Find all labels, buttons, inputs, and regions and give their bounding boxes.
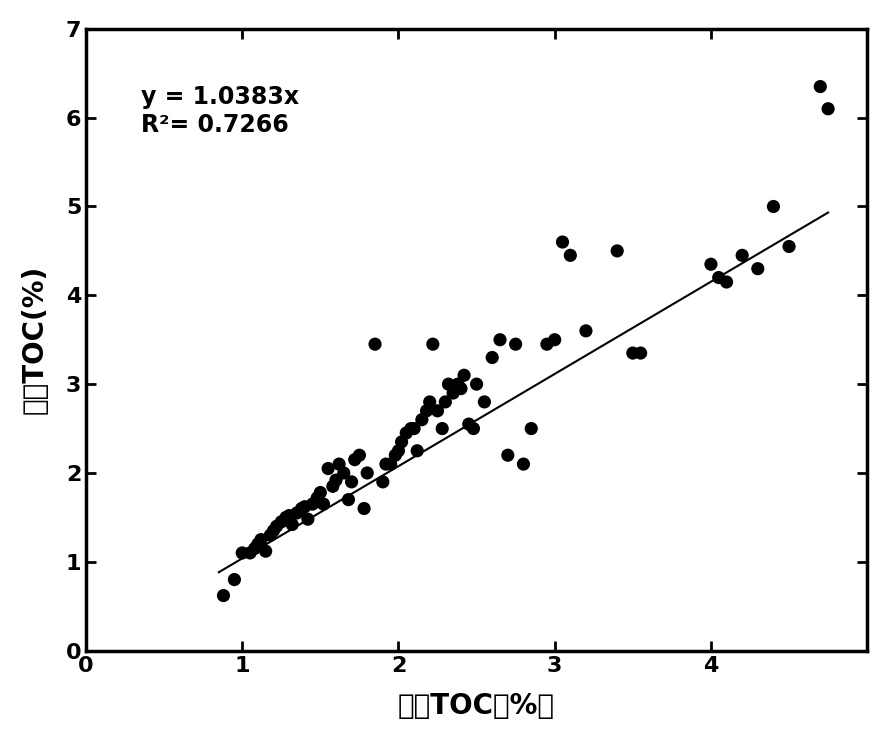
Point: [438, 396, 452, 408]
Point: [289, 507, 304, 519]
Point: [217, 590, 231, 602]
Point: [462, 418, 476, 430]
Point: [274, 516, 289, 528]
Point: [633, 347, 647, 359]
Point: [345, 476, 359, 488]
Point: [368, 338, 382, 350]
Point: [477, 396, 491, 408]
Point: [310, 492, 324, 504]
Point: [446, 387, 460, 399]
Point: [540, 338, 554, 350]
Point: [766, 201, 781, 213]
Point: [313, 487, 328, 499]
Point: [227, 574, 242, 585]
Point: [243, 547, 258, 559]
Point: [509, 338, 523, 350]
Point: [821, 103, 836, 115]
Point: [326, 480, 340, 492]
Point: [410, 445, 424, 456]
Text: y = 1.0383x
R²= 0.7266: y = 1.0383x R²= 0.7266: [140, 84, 298, 136]
Point: [425, 338, 440, 350]
Point: [263, 529, 277, 541]
Point: [431, 405, 445, 416]
Point: [719, 276, 733, 288]
Point: [329, 474, 343, 486]
Point: [516, 458, 530, 470]
Point: [485, 351, 499, 363]
Point: [282, 510, 297, 522]
Point: [470, 378, 484, 390]
Point: [258, 545, 273, 557]
Point: [404, 422, 418, 434]
Point: [392, 445, 406, 456]
Point: [579, 325, 593, 336]
Point: [435, 422, 449, 434]
Point: [353, 449, 367, 461]
Point: [423, 396, 437, 408]
Point: [711, 272, 725, 284]
Point: [347, 453, 361, 465]
Point: [782, 241, 797, 253]
Point: [295, 502, 309, 514]
Point: [451, 378, 465, 390]
Point: [361, 467, 375, 479]
X-axis label: 计算TOC（%）: 计算TOC（%）: [398, 692, 555, 720]
Point: [269, 520, 283, 532]
Point: [626, 347, 640, 359]
Point: [301, 514, 315, 525]
Point: [400, 427, 414, 439]
Point: [341, 494, 355, 505]
Point: [548, 333, 562, 345]
Point: [305, 498, 320, 510]
Point: [524, 422, 538, 434]
Point: [563, 250, 577, 262]
Point: [735, 250, 749, 262]
Point: [384, 458, 398, 470]
Point: [415, 413, 429, 425]
Point: [254, 534, 268, 545]
Point: [555, 236, 569, 248]
Point: [321, 462, 336, 474]
Point: [285, 519, 299, 531]
Point: [493, 333, 507, 345]
Y-axis label: 实测TOC(%): 实测TOC(%): [20, 265, 49, 414]
Point: [466, 422, 480, 434]
Point: [457, 369, 472, 381]
Point: [419, 405, 433, 416]
Point: [337, 467, 351, 479]
Point: [388, 449, 402, 461]
Point: [501, 449, 515, 461]
Point: [454, 382, 468, 394]
Point: [250, 538, 265, 550]
Point: [610, 245, 624, 257]
Point: [248, 542, 262, 554]
Point: [266, 525, 281, 536]
Point: [332, 458, 346, 470]
Point: [376, 476, 390, 488]
Point: [813, 81, 828, 93]
Point: [357, 502, 371, 514]
Point: [279, 511, 293, 523]
Point: [235, 547, 250, 559]
Point: [704, 259, 718, 270]
Point: [316, 498, 330, 510]
Point: [297, 501, 312, 513]
Point: [379, 458, 393, 470]
Point: [394, 436, 408, 448]
Point: [441, 378, 456, 390]
Point: [407, 422, 421, 434]
Point: [750, 263, 765, 275]
